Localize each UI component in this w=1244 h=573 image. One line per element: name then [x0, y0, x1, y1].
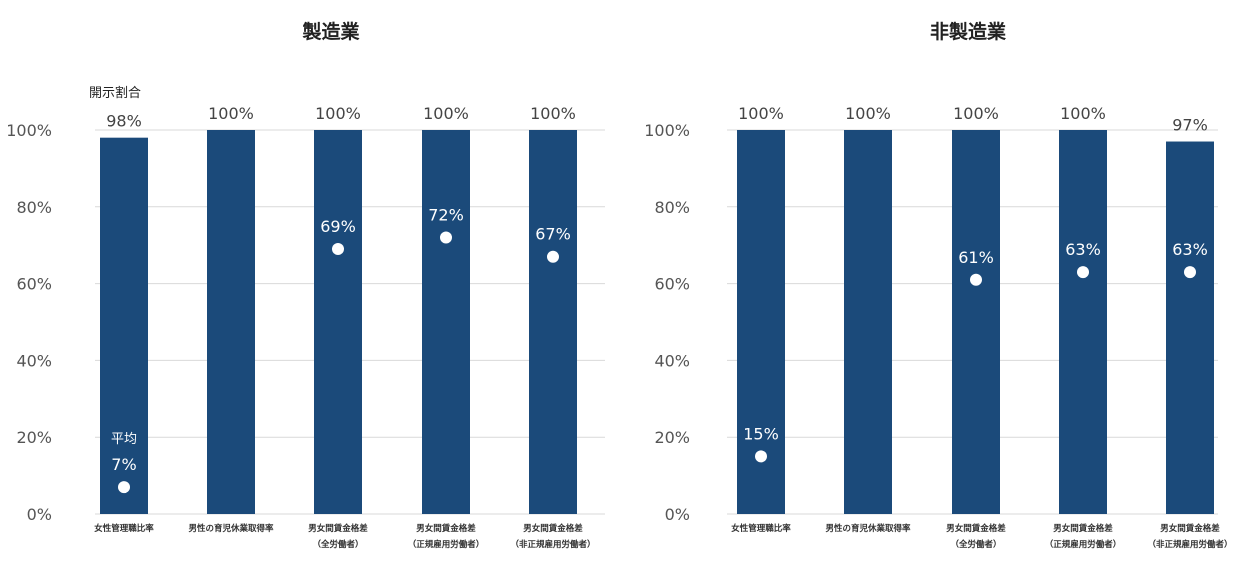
x-category-label: （非正規雇用労働者） [510, 539, 595, 550]
bar [1059, 130, 1107, 514]
bar-value-label: 100% [953, 104, 999, 123]
bar [737, 130, 785, 514]
x-category-label: 女性管理職比率 [731, 523, 791, 534]
x-category-label: （正規雇用労働者） [1045, 539, 1122, 550]
x-category-label: 男女間賃金格差 [308, 523, 368, 534]
y-tick-label: 0% [27, 505, 52, 524]
average-value-label: 15% [743, 424, 779, 443]
y-tick-label: 0% [665, 505, 690, 524]
bar-value-label: 98% [106, 112, 142, 131]
x-category-label: 男女間賃金格差 [1053, 523, 1113, 534]
bar-value-label: 100% [738, 104, 784, 123]
x-category-label: 男女間賃金格差 [1160, 523, 1220, 534]
bar [100, 137, 148, 514]
y-tick-label: 80% [654, 198, 690, 217]
bar [207, 130, 255, 514]
bar [952, 130, 1000, 514]
bar [529, 130, 577, 514]
y-tick-label: 60% [16, 275, 52, 294]
average-value-label: 61% [958, 248, 994, 267]
average-dot [1184, 266, 1196, 279]
bar-value-label: 100% [845, 104, 891, 123]
bar [422, 130, 470, 514]
x-category-label: 男女間賃金格差 [523, 523, 583, 534]
bar-value-label: 100% [208, 104, 254, 123]
average-value-label: 63% [1065, 240, 1101, 259]
y-tick-label: 40% [654, 351, 690, 370]
x-category-label: （正規雇用労働者） [408, 539, 485, 550]
y-tick-label: 60% [654, 275, 690, 294]
chart-title: 非製造業 [930, 20, 1007, 43]
average-value-label: 7% [111, 455, 136, 474]
x-category-label: （全労働者） [312, 539, 363, 550]
average-note: 平均 [111, 432, 137, 447]
x-category-label: 女性管理職比率 [94, 523, 154, 534]
x-category-label: 男性の育児休業取得率 [825, 523, 911, 534]
chart-title: 製造業 [301, 20, 360, 43]
average-dot [547, 250, 559, 263]
x-category-label: （全労働者） [950, 539, 1001, 550]
y-tick-label: 20% [16, 428, 52, 447]
y-tick-label: 40% [16, 351, 52, 370]
y-tick-label: 100% [6, 121, 52, 140]
bar [1166, 141, 1214, 514]
x-category-label: 男女間賃金格差 [416, 523, 476, 534]
x-category-label: （非正規雇用労働者） [1147, 539, 1232, 550]
bar [314, 130, 362, 514]
y-tick-label: 100% [644, 121, 690, 140]
x-category-label: 男性の育児休業取得率 [188, 523, 274, 534]
average-value-label: 67% [535, 225, 571, 244]
average-dot [440, 231, 452, 244]
y-tick-label: 80% [16, 198, 52, 217]
average-dot [332, 243, 344, 256]
bar-value-label: 97% [1172, 116, 1208, 135]
average-value-label: 69% [320, 217, 356, 236]
average-dot [118, 481, 130, 494]
average-value-label: 63% [1172, 240, 1208, 259]
bar-value-label: 100% [530, 104, 576, 123]
average-value-label: 72% [428, 206, 464, 225]
bar-value-label: 100% [315, 104, 361, 123]
average-dot [970, 273, 982, 286]
bar-value-label: 100% [1060, 104, 1106, 123]
y-tick-label: 20% [654, 428, 690, 447]
average-dot [1077, 266, 1089, 279]
x-category-label: 男女間賃金格差 [946, 523, 1006, 534]
average-dot [755, 450, 767, 463]
bar [844, 130, 892, 514]
bar-value-label: 100% [423, 104, 469, 123]
disclosure-ratio-note: 開示割合 [89, 85, 141, 101]
